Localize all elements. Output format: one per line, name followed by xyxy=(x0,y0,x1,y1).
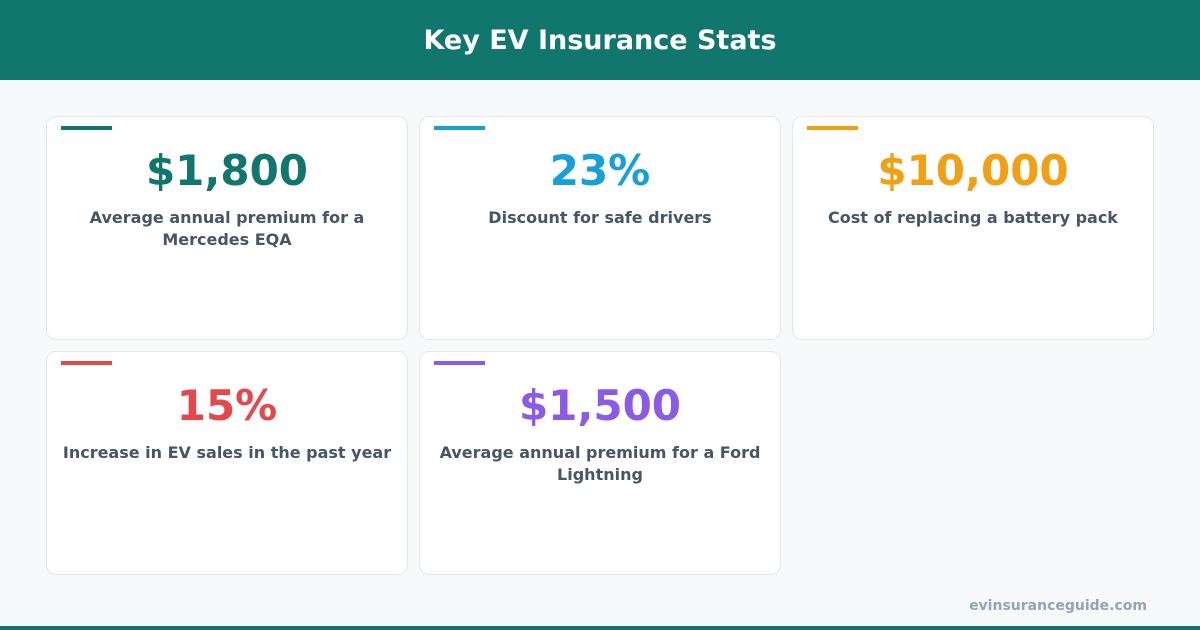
stat-value: 15% xyxy=(176,381,278,430)
accent-bar xyxy=(61,126,112,130)
stat-value: 23% xyxy=(549,146,651,195)
accent-bar xyxy=(807,126,858,130)
accent-bar xyxy=(434,126,485,130)
bottom-bar xyxy=(0,626,1200,630)
stat-value: $1,500 xyxy=(518,381,682,430)
card-grid: $1,800 Average annual premium for a Merce… xyxy=(46,116,1154,575)
stat-label: Discount for safe drivers xyxy=(488,208,712,227)
stat-value: $1,800 xyxy=(145,146,309,195)
stat-label: Cost of replacing a battery pack xyxy=(828,208,1118,227)
accent-bar xyxy=(61,361,112,365)
stat-card: $10,000 Cost of replacing a battery pack xyxy=(792,116,1154,340)
stat-label: Average annual premium for a Mercedes EQ… xyxy=(89,208,365,249)
stat-card: $1,500 Average annual premium for a Ford … xyxy=(419,351,781,575)
stat-label: Increase in EV sales in the past year xyxy=(62,443,392,462)
stat-card: 23% Discount for safe drivers xyxy=(419,116,781,340)
stat-value: $10,000 xyxy=(877,146,1069,195)
stat-label: Average annual premium for a Ford Lightn… xyxy=(439,443,761,484)
stat-card: 15% Increase in EV sales in the past year xyxy=(46,351,408,575)
header-title: Key EV Insurance Stats xyxy=(423,24,777,56)
footer-site: evinsuranceguide.com xyxy=(969,598,1147,614)
stat-card: $1,800 Average annual premium for a Merce… xyxy=(46,116,408,340)
accent-bar xyxy=(434,361,485,365)
header: Key EV Insurance Stats xyxy=(0,0,1200,80)
